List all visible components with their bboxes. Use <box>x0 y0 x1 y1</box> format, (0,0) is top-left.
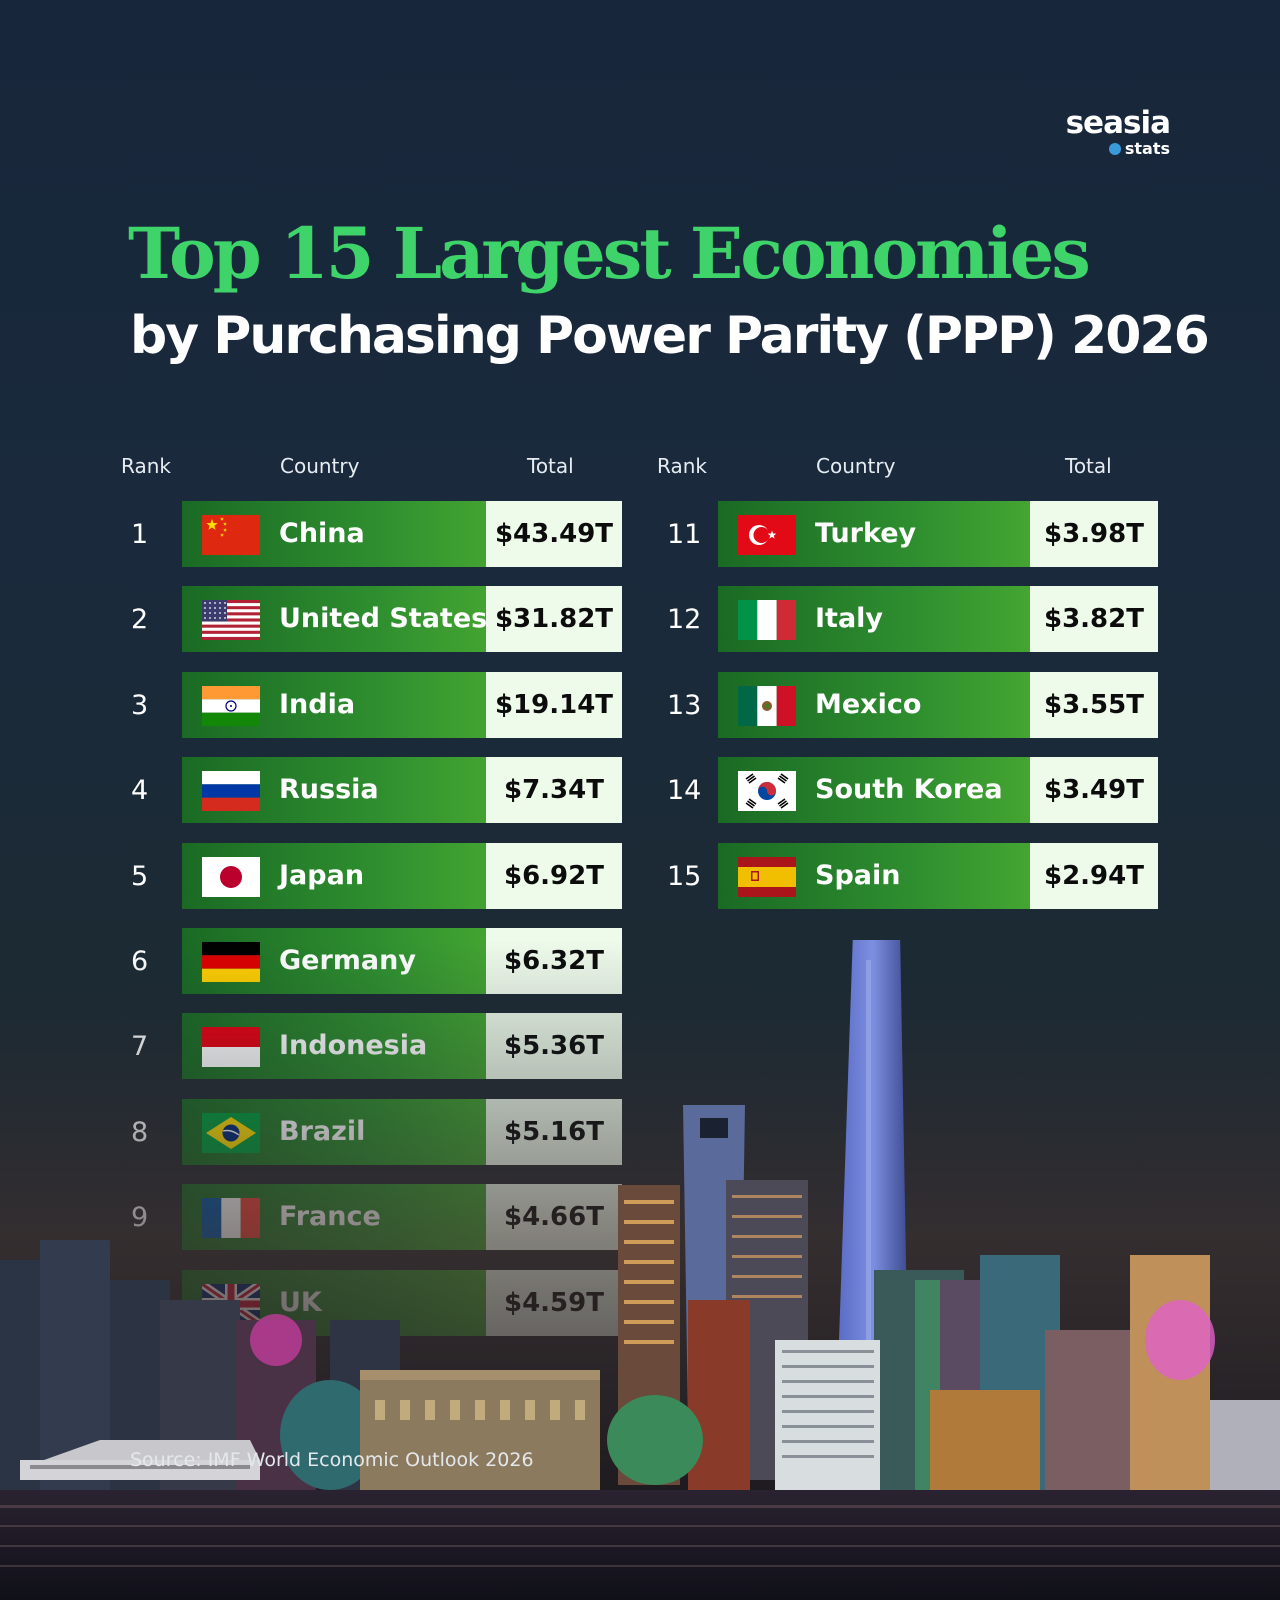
total-value: $7.34T <box>486 757 622 824</box>
country-name: Mexico <box>815 688 922 720</box>
rank-15: 15 <box>667 860 702 892</box>
total-value: $6.92T <box>486 842 622 909</box>
row-japan: Japan $6.92T <box>182 842 622 909</box>
header-total-left: Total <box>527 454 574 478</box>
country-name: South Korea <box>815 774 1003 806</box>
country-name: Russia <box>279 774 379 806</box>
row-turkey: Turkey $3.98T <box>718 501 1158 567</box>
row-south-korea: South Korea $3.49T <box>718 757 1158 824</box>
row-mexico: Mexico $3.55T <box>718 671 1158 738</box>
south-korea-flag-icon <box>738 771 796 812</box>
russia-flag-icon <box>202 771 260 812</box>
rank-3: 3 <box>131 689 149 721</box>
spain-flag-icon <box>738 856 796 897</box>
rank-5: 5 <box>131 860 149 892</box>
italy-flag-icon <box>738 600 796 641</box>
brand-logo: seasia stats <box>1065 105 1171 158</box>
country-name: India <box>279 688 356 720</box>
source-note: Source: IMF World Economic Outlook 2026 <box>130 1449 534 1471</box>
chart-subtitle: by Purchasing Power Parity (PPP) 2026 <box>130 306 1210 366</box>
row-india: India $19.14T <box>182 671 622 738</box>
brand-sub: stats <box>1066 140 1170 158</box>
row-united-states: United States $31.82T <box>182 586 622 653</box>
turkey-flag-icon <box>738 515 796 555</box>
header-total-right: Total <box>1065 454 1112 478</box>
total-value: $19.14T <box>486 671 622 738</box>
header-country-right: Country <box>816 454 896 478</box>
header-country-left: Country <box>280 454 360 478</box>
rank-12: 12 <box>667 604 702 636</box>
total-value: $43.49T <box>486 501 622 567</box>
header-rank-left: Rank <box>121 454 171 478</box>
city-skyline-illustration <box>0 940 1280 1600</box>
brand-name: seasia <box>1065 105 1171 141</box>
rank-4: 4 <box>131 775 149 807</box>
rank-14: 14 <box>667 775 702 807</box>
usa-flag-icon <box>202 600 260 641</box>
rank-2: 2 <box>131 604 149 636</box>
total-value: $3.49T <box>1030 757 1158 824</box>
country-name: United States <box>279 603 488 635</box>
china-flag-icon <box>202 515 260 555</box>
globe-dot-icon <box>1108 143 1121 155</box>
japan-flag-icon <box>202 856 260 897</box>
row-italy: Italy $3.82T <box>718 586 1158 653</box>
total-value: $3.55T <box>1030 671 1158 738</box>
total-value: $3.98T <box>1030 501 1158 567</box>
total-value: $3.82T <box>1030 586 1158 653</box>
header-rank-right: Rank <box>657 454 707 478</box>
rank-13: 13 <box>667 689 702 721</box>
country-name: Japan <box>279 859 365 891</box>
brand-sub-text: stats <box>1124 139 1170 158</box>
country-name: China <box>279 518 365 549</box>
rank-1: 1 <box>131 519 149 550</box>
total-value: $31.82T <box>486 586 622 653</box>
row-china: China $43.49T <box>182 501 622 567</box>
row-spain: Spain $2.94T <box>718 842 1158 909</box>
india-flag-icon <box>202 685 260 726</box>
rank-11: 11 <box>667 519 702 550</box>
country-name: Italy <box>815 603 884 635</box>
country-name: Turkey <box>815 518 917 549</box>
row-russia: Russia $7.34T <box>182 757 622 824</box>
chart-title: Top 15 Largest Economies <box>128 212 1091 295</box>
total-value: $2.94T <box>1030 842 1158 909</box>
country-name: Spain <box>815 859 901 891</box>
mexico-flag-icon <box>738 685 796 726</box>
